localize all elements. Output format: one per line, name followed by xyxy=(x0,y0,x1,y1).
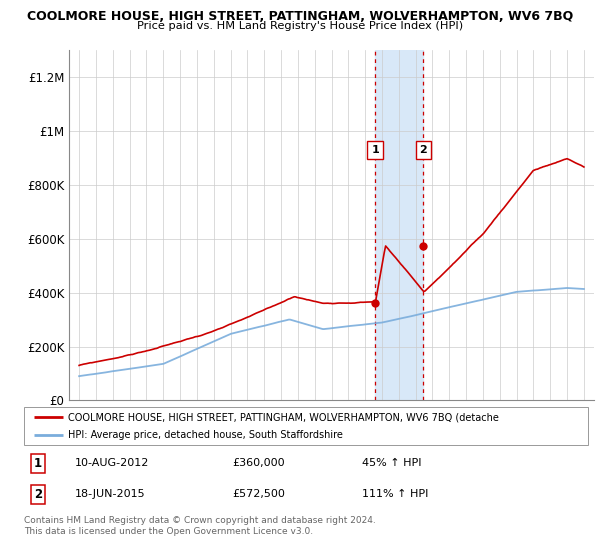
Text: HPI: Average price, detached house, South Staffordshire: HPI: Average price, detached house, Sout… xyxy=(68,430,343,440)
Text: Price paid vs. HM Land Registry's House Price Index (HPI): Price paid vs. HM Land Registry's House … xyxy=(137,21,463,31)
Text: 2: 2 xyxy=(419,145,427,155)
Text: 1: 1 xyxy=(34,457,42,470)
Text: 1: 1 xyxy=(371,145,379,155)
FancyBboxPatch shape xyxy=(24,407,588,445)
Text: £360,000: £360,000 xyxy=(233,459,286,469)
Text: COOLMORE HOUSE, HIGH STREET, PATTINGHAM, WOLVERHAMPTON, WV6 7BQ: COOLMORE HOUSE, HIGH STREET, PATTINGHAM,… xyxy=(27,10,573,23)
Text: 10-AUG-2012: 10-AUG-2012 xyxy=(75,459,149,469)
Text: Contains HM Land Registry data © Crown copyright and database right 2024.
This d: Contains HM Land Registry data © Crown c… xyxy=(24,516,376,536)
Text: 18-JUN-2015: 18-JUN-2015 xyxy=(75,489,145,500)
Text: £572,500: £572,500 xyxy=(233,489,286,500)
Bar xyxy=(375,50,424,400)
Text: 111% ↑ HPI: 111% ↑ HPI xyxy=(362,489,429,500)
Text: COOLMORE HOUSE, HIGH STREET, PATTINGHAM, WOLVERHAMPTON, WV6 7BQ (detache: COOLMORE HOUSE, HIGH STREET, PATTINGHAM,… xyxy=(68,412,499,422)
Text: 2: 2 xyxy=(34,488,42,501)
Text: 45% ↑ HPI: 45% ↑ HPI xyxy=(362,459,422,469)
